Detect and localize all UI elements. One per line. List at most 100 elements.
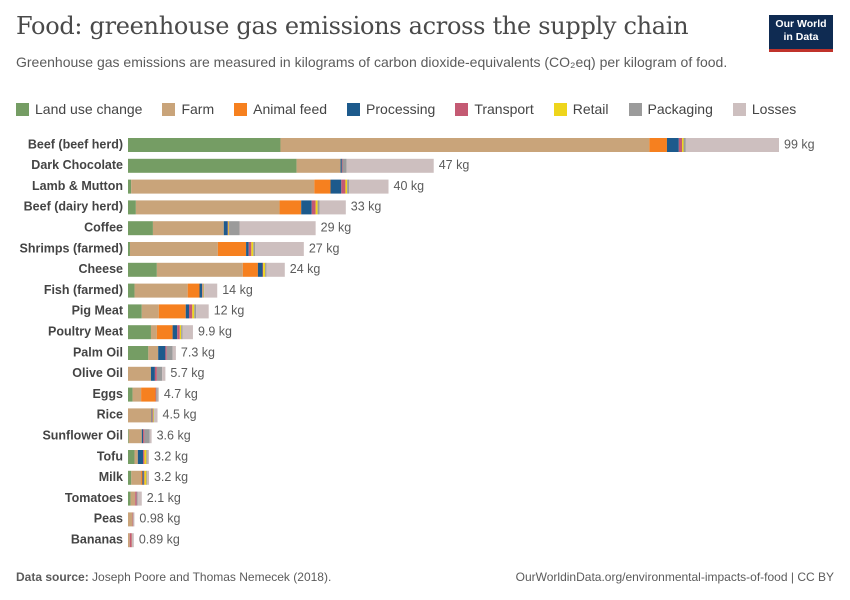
legend-swatch bbox=[162, 102, 176, 116]
credit[interactable]: OurWorldinData.org/environmental-impacts… bbox=[515, 570, 834, 584]
bar-segment bbox=[196, 304, 209, 319]
total-label: 0.98 kg bbox=[139, 512, 180, 526]
category-label: Peas bbox=[94, 512, 123, 526]
category-label: Sunflower Oil bbox=[42, 428, 123, 442]
chart-title: Food: greenhouse gas emissions across th… bbox=[16, 12, 689, 40]
bar-segment bbox=[262, 262, 264, 277]
bar-segment bbox=[202, 283, 204, 298]
bar-segment bbox=[128, 366, 151, 381]
legend-item[interactable]: Packaging bbox=[628, 101, 713, 117]
bar-segment bbox=[141, 387, 156, 402]
total-label: 3.2 kg bbox=[154, 470, 188, 484]
bar-segment bbox=[177, 325, 180, 340]
bar-segment bbox=[347, 179, 350, 194]
legend-label: Processing bbox=[366, 101, 436, 117]
bar-segment bbox=[143, 429, 145, 444]
legend-item[interactable]: Farm bbox=[162, 101, 214, 117]
total-label: 99 kg bbox=[784, 137, 815, 151]
legend-item[interactable]: Land use change bbox=[16, 101, 142, 117]
bar-segment bbox=[265, 262, 267, 277]
total-label: 24 kg bbox=[290, 262, 321, 276]
legend-item[interactable]: Transport bbox=[455, 101, 534, 117]
bar-segment bbox=[203, 283, 205, 298]
bar-segment bbox=[152, 408, 154, 423]
bar-segment bbox=[128, 408, 152, 423]
bar-segment bbox=[128, 304, 142, 319]
bar-segment bbox=[128, 470, 132, 485]
bar-segment bbox=[315, 200, 318, 215]
legend-item[interactable]: Retail bbox=[553, 101, 609, 117]
bar-segment bbox=[342, 158, 347, 173]
legend-item[interactable]: Animal feed bbox=[234, 101, 327, 117]
bar-segment bbox=[263, 262, 266, 277]
bar-segment bbox=[128, 200, 136, 215]
bar-segment bbox=[266, 262, 285, 277]
legend-item[interactable]: Losses bbox=[732, 101, 797, 117]
bar-segment bbox=[341, 158, 343, 173]
bar-segment bbox=[158, 304, 186, 319]
bar-segment bbox=[217, 242, 247, 256]
bar-segment bbox=[151, 408, 153, 423]
bar-segment bbox=[246, 242, 249, 256]
total-label: 47 kg bbox=[439, 158, 470, 172]
total-label: 40 kg bbox=[394, 179, 425, 193]
bar-segment bbox=[158, 346, 166, 360]
bar-segment bbox=[129, 242, 218, 256]
bar-segment bbox=[349, 179, 389, 194]
bar-segment bbox=[330, 179, 342, 194]
legend-swatch bbox=[553, 102, 567, 116]
category-label: Beef (dairy herd) bbox=[24, 200, 123, 214]
category-label: Tomatoes bbox=[65, 491, 123, 505]
bar-segment bbox=[152, 221, 224, 236]
bar-segment bbox=[144, 429, 150, 444]
source-label: Data source: bbox=[16, 570, 89, 584]
bar-segment bbox=[156, 325, 173, 340]
category-label: Poultry Meat bbox=[48, 324, 124, 338]
bar-segment bbox=[137, 450, 144, 464]
bar-segment bbox=[128, 242, 130, 256]
bar-segment bbox=[255, 242, 304, 256]
chart: Beef (beef herd) 99 kg Dark Chocolate 47 kg… bbox=[20, 137, 815, 548]
bar-segment bbox=[239, 221, 316, 236]
bar-segment bbox=[280, 138, 650, 152]
category-label: Shrimps (farmed) bbox=[20, 241, 124, 255]
bar-segment bbox=[204, 283, 218, 298]
bar-segment bbox=[128, 429, 129, 444]
bar-segment bbox=[165, 346, 167, 360]
bar-segment bbox=[128, 283, 135, 298]
bar-segment bbox=[251, 242, 254, 256]
total-label: 12 kg bbox=[214, 304, 245, 318]
total-label: 27 kg bbox=[309, 241, 340, 255]
bar-segment bbox=[128, 450, 135, 464]
total-label: 7.3 kg bbox=[181, 345, 215, 359]
bar-segment bbox=[319, 200, 346, 215]
source-text: Joseph Poore and Thomas Nemecek (2018). bbox=[92, 570, 332, 584]
category-label: Olive Oil bbox=[72, 366, 123, 380]
bar-segment bbox=[157, 387, 159, 402]
bar-segment bbox=[346, 158, 434, 173]
total-label: 3.2 kg bbox=[154, 449, 188, 463]
bar-segment bbox=[128, 179, 132, 194]
bar-segment bbox=[162, 366, 166, 381]
total-label: 9.9 kg bbox=[198, 324, 232, 338]
bar-segment bbox=[133, 512, 135, 527]
category-label: Tofu bbox=[97, 449, 123, 463]
bar-segment bbox=[279, 200, 302, 215]
category-label: Coffee bbox=[84, 220, 123, 234]
bar-segment bbox=[144, 450, 147, 464]
bar-segment bbox=[340, 158, 342, 173]
category-label: Milk bbox=[99, 470, 123, 484]
legend-label: Losses bbox=[751, 101, 797, 117]
logo[interactable]: Our World in Data bbox=[769, 15, 833, 52]
total-label: 29 kg bbox=[321, 220, 352, 234]
legend-item[interactable]: Processing bbox=[347, 101, 435, 117]
bar-segment bbox=[128, 491, 131, 506]
bar-segment bbox=[131, 470, 142, 485]
bar-segment bbox=[228, 221, 230, 236]
category-label: Dark Chocolate bbox=[31, 158, 123, 172]
total-label: 2.1 kg bbox=[147, 491, 181, 505]
bar-segment bbox=[154, 366, 157, 381]
bar-segment bbox=[314, 179, 331, 194]
bar-segment bbox=[137, 491, 142, 506]
